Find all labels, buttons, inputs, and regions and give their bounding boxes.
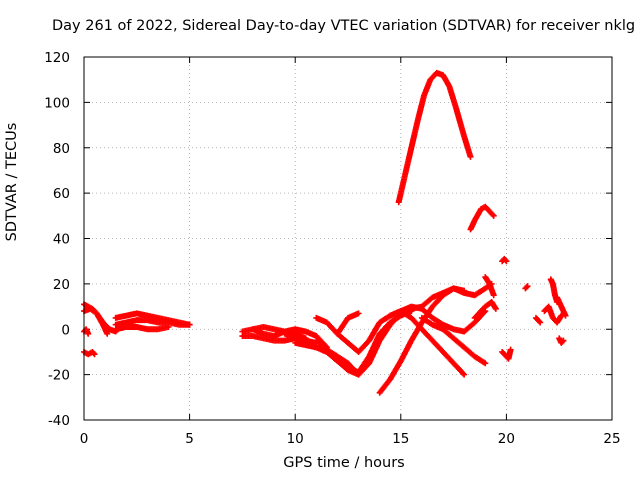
data-point	[523, 284, 530, 291]
data-point	[490, 212, 497, 219]
data-point	[560, 337, 567, 344]
series-arc-32	[554, 294, 569, 319]
data-point	[562, 312, 569, 319]
series-arc-25	[482, 274, 497, 299]
series-arc-3	[81, 326, 92, 337]
data-point	[559, 338, 566, 345]
plot-frame	[83, 56, 613, 421]
data-point	[467, 153, 474, 160]
data-point	[490, 292, 497, 299]
series-arc-28	[522, 283, 531, 292]
series-arc-29	[532, 314, 544, 326]
y-tick-label: 0	[61, 322, 70, 338]
data-point	[482, 360, 489, 367]
series-arc-2	[81, 305, 126, 335]
data-point	[186, 321, 193, 328]
series-arc-7	[112, 323, 172, 333]
y-tick-label: 80	[53, 141, 70, 157]
series-arc-22	[395, 69, 474, 206]
y-axis-label: SDTVAR / TECUs	[4, 122, 20, 242]
data-point	[502, 257, 509, 264]
data-point	[104, 330, 111, 337]
series-arc-21	[418, 314, 489, 367]
y-tick-label: -40	[48, 413, 70, 429]
series-arc-27	[499, 346, 514, 362]
data-point	[90, 350, 97, 357]
data-point	[355, 310, 362, 317]
y-tick-label: -20	[48, 368, 70, 384]
series-arc-30	[541, 303, 565, 326]
data-points	[81, 69, 569, 396]
x-tick-label: 20	[498, 431, 515, 447]
x-axis-label: GPS time / hours	[283, 455, 405, 471]
data-point	[503, 258, 510, 265]
data-point	[85, 330, 92, 337]
x-tick-label: 15	[392, 431, 409, 447]
y-tick-label: 40	[53, 232, 70, 248]
data-point	[461, 371, 468, 378]
y-tick-label: 120	[44, 50, 70, 66]
series-arc-6	[112, 317, 193, 328]
data-point	[460, 370, 467, 377]
data-point	[536, 318, 543, 325]
chart-title: Day 261 of 2022, Sidereal Day-to-day VTE…	[52, 18, 636, 34]
series-arc-19	[397, 308, 468, 378]
x-tick-label: 10	[287, 431, 304, 447]
grid-lines	[84, 57, 612, 420]
y-tick-label: 100	[44, 95, 70, 111]
data-point	[507, 346, 514, 353]
x-tick-label: 25	[603, 431, 620, 447]
series-arc-20	[418, 280, 495, 310]
series-arc-4	[81, 348, 98, 358]
data-point	[537, 319, 544, 326]
data-point	[165, 323, 172, 330]
y-tick-label: 20	[53, 277, 70, 293]
series-arc-10	[249, 326, 330, 351]
series-arc-26	[499, 255, 510, 265]
data-point	[492, 305, 499, 312]
tick-labels: 0 5 10 15 20 25 -40 -20 0 20 40 60 80 100 120	[44, 50, 620, 447]
data-point	[489, 211, 496, 218]
x-tick-label: 5	[185, 431, 194, 447]
series-arc-23	[467, 203, 497, 233]
y-tick-label: 60	[53, 186, 70, 202]
data-point	[91, 351, 98, 358]
series-arc-24	[471, 299, 499, 321]
x-tick-label: 0	[80, 431, 89, 447]
data-point	[524, 283, 531, 290]
series-arc-33	[556, 335, 567, 346]
